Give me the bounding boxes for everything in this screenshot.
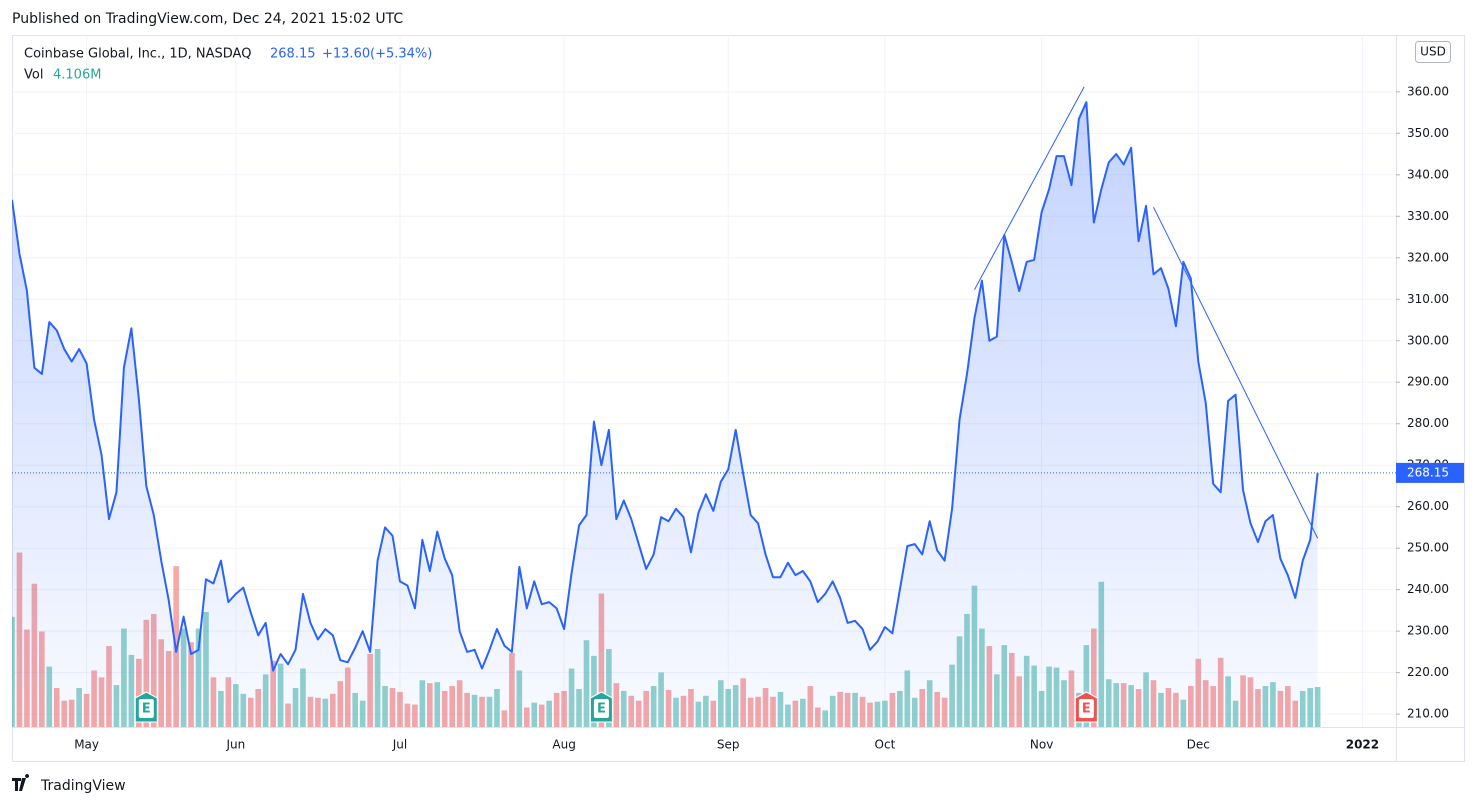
brand-logo bbox=[12, 774, 30, 791]
y-tick-label: 260.00 bbox=[1407, 499, 1449, 513]
header-change: +13.60 bbox=[322, 47, 370, 62]
y-tick-label: 280.00 bbox=[1407, 416, 1449, 430]
x-tick-label: Aug bbox=[552, 738, 575, 752]
y-tick-label: 340.00 bbox=[1407, 167, 1449, 181]
trend-line bbox=[974, 86, 1085, 290]
y-tick-label: 250.00 bbox=[1407, 541, 1449, 555]
last-price-badge bbox=[1396, 462, 1464, 483]
x-tick-label: Sep bbox=[717, 738, 740, 752]
axes: 210.00220.00230.00240.00250.00260.00270.… bbox=[12, 84, 1464, 752]
y-tick-label: 360.00 bbox=[1407, 84, 1449, 98]
y-tick-label: 350.00 bbox=[1407, 126, 1449, 140]
x-tick-label: 2022 bbox=[1346, 738, 1379, 752]
y-tick-label: 240.00 bbox=[1407, 582, 1449, 596]
volume-bar bbox=[1314, 686, 1321, 727]
brand: TradingView bbox=[40, 778, 126, 794]
currency[interactable]: USD bbox=[1420, 45, 1446, 59]
y-tick-label: 210.00 bbox=[1407, 707, 1449, 721]
volume-title: Vol bbox=[24, 68, 43, 83]
x-tick-label: Nov bbox=[1030, 738, 1053, 752]
event-inner bbox=[593, 699, 609, 718]
event-label: E bbox=[142, 702, 151, 717]
y-tick-label: 300.00 bbox=[1407, 333, 1449, 347]
x-tick-label: Oct bbox=[875, 738, 896, 752]
trend-line bbox=[1153, 206, 1319, 539]
published: Published on TradingView.com, Dec 24, 20… bbox=[12, 11, 403, 27]
y-tick-label: 290.00 bbox=[1407, 375, 1449, 389]
x-tick-label: May bbox=[74, 738, 99, 752]
y-tick-label: 220.00 bbox=[1407, 665, 1449, 679]
x-tick-label: Jun bbox=[225, 738, 245, 752]
event-inner bbox=[138, 699, 154, 718]
y-tick-label: 230.00 bbox=[1407, 624, 1449, 638]
volume-value: 4.106M bbox=[53, 68, 101, 83]
price-line bbox=[12, 101, 1319, 672]
last-price-label: 268.15 bbox=[1407, 465, 1449, 479]
x-tick-label: Dec bbox=[1187, 738, 1210, 752]
event-label: E bbox=[597, 702, 606, 717]
event-inner bbox=[1078, 699, 1094, 718]
currency-box[interactable] bbox=[1415, 41, 1451, 63]
y-tick-label: 310.00 bbox=[1407, 292, 1449, 306]
plot bbox=[12, 86, 1321, 727]
symbol-title: Coinbase Global, Inc., 1D, NASDAQ bbox=[24, 47, 251, 62]
y-tick-label: 330.00 bbox=[1407, 209, 1449, 223]
price-area bbox=[12, 102, 1318, 727]
x-tick-label: Jul bbox=[392, 738, 407, 752]
y-tick-label: 320.00 bbox=[1407, 250, 1449, 264]
event-label: E bbox=[1082, 702, 1091, 717]
header-price: 268.15 bbox=[270, 47, 316, 62]
header-change-pct: (+5.34%) bbox=[370, 47, 432, 62]
